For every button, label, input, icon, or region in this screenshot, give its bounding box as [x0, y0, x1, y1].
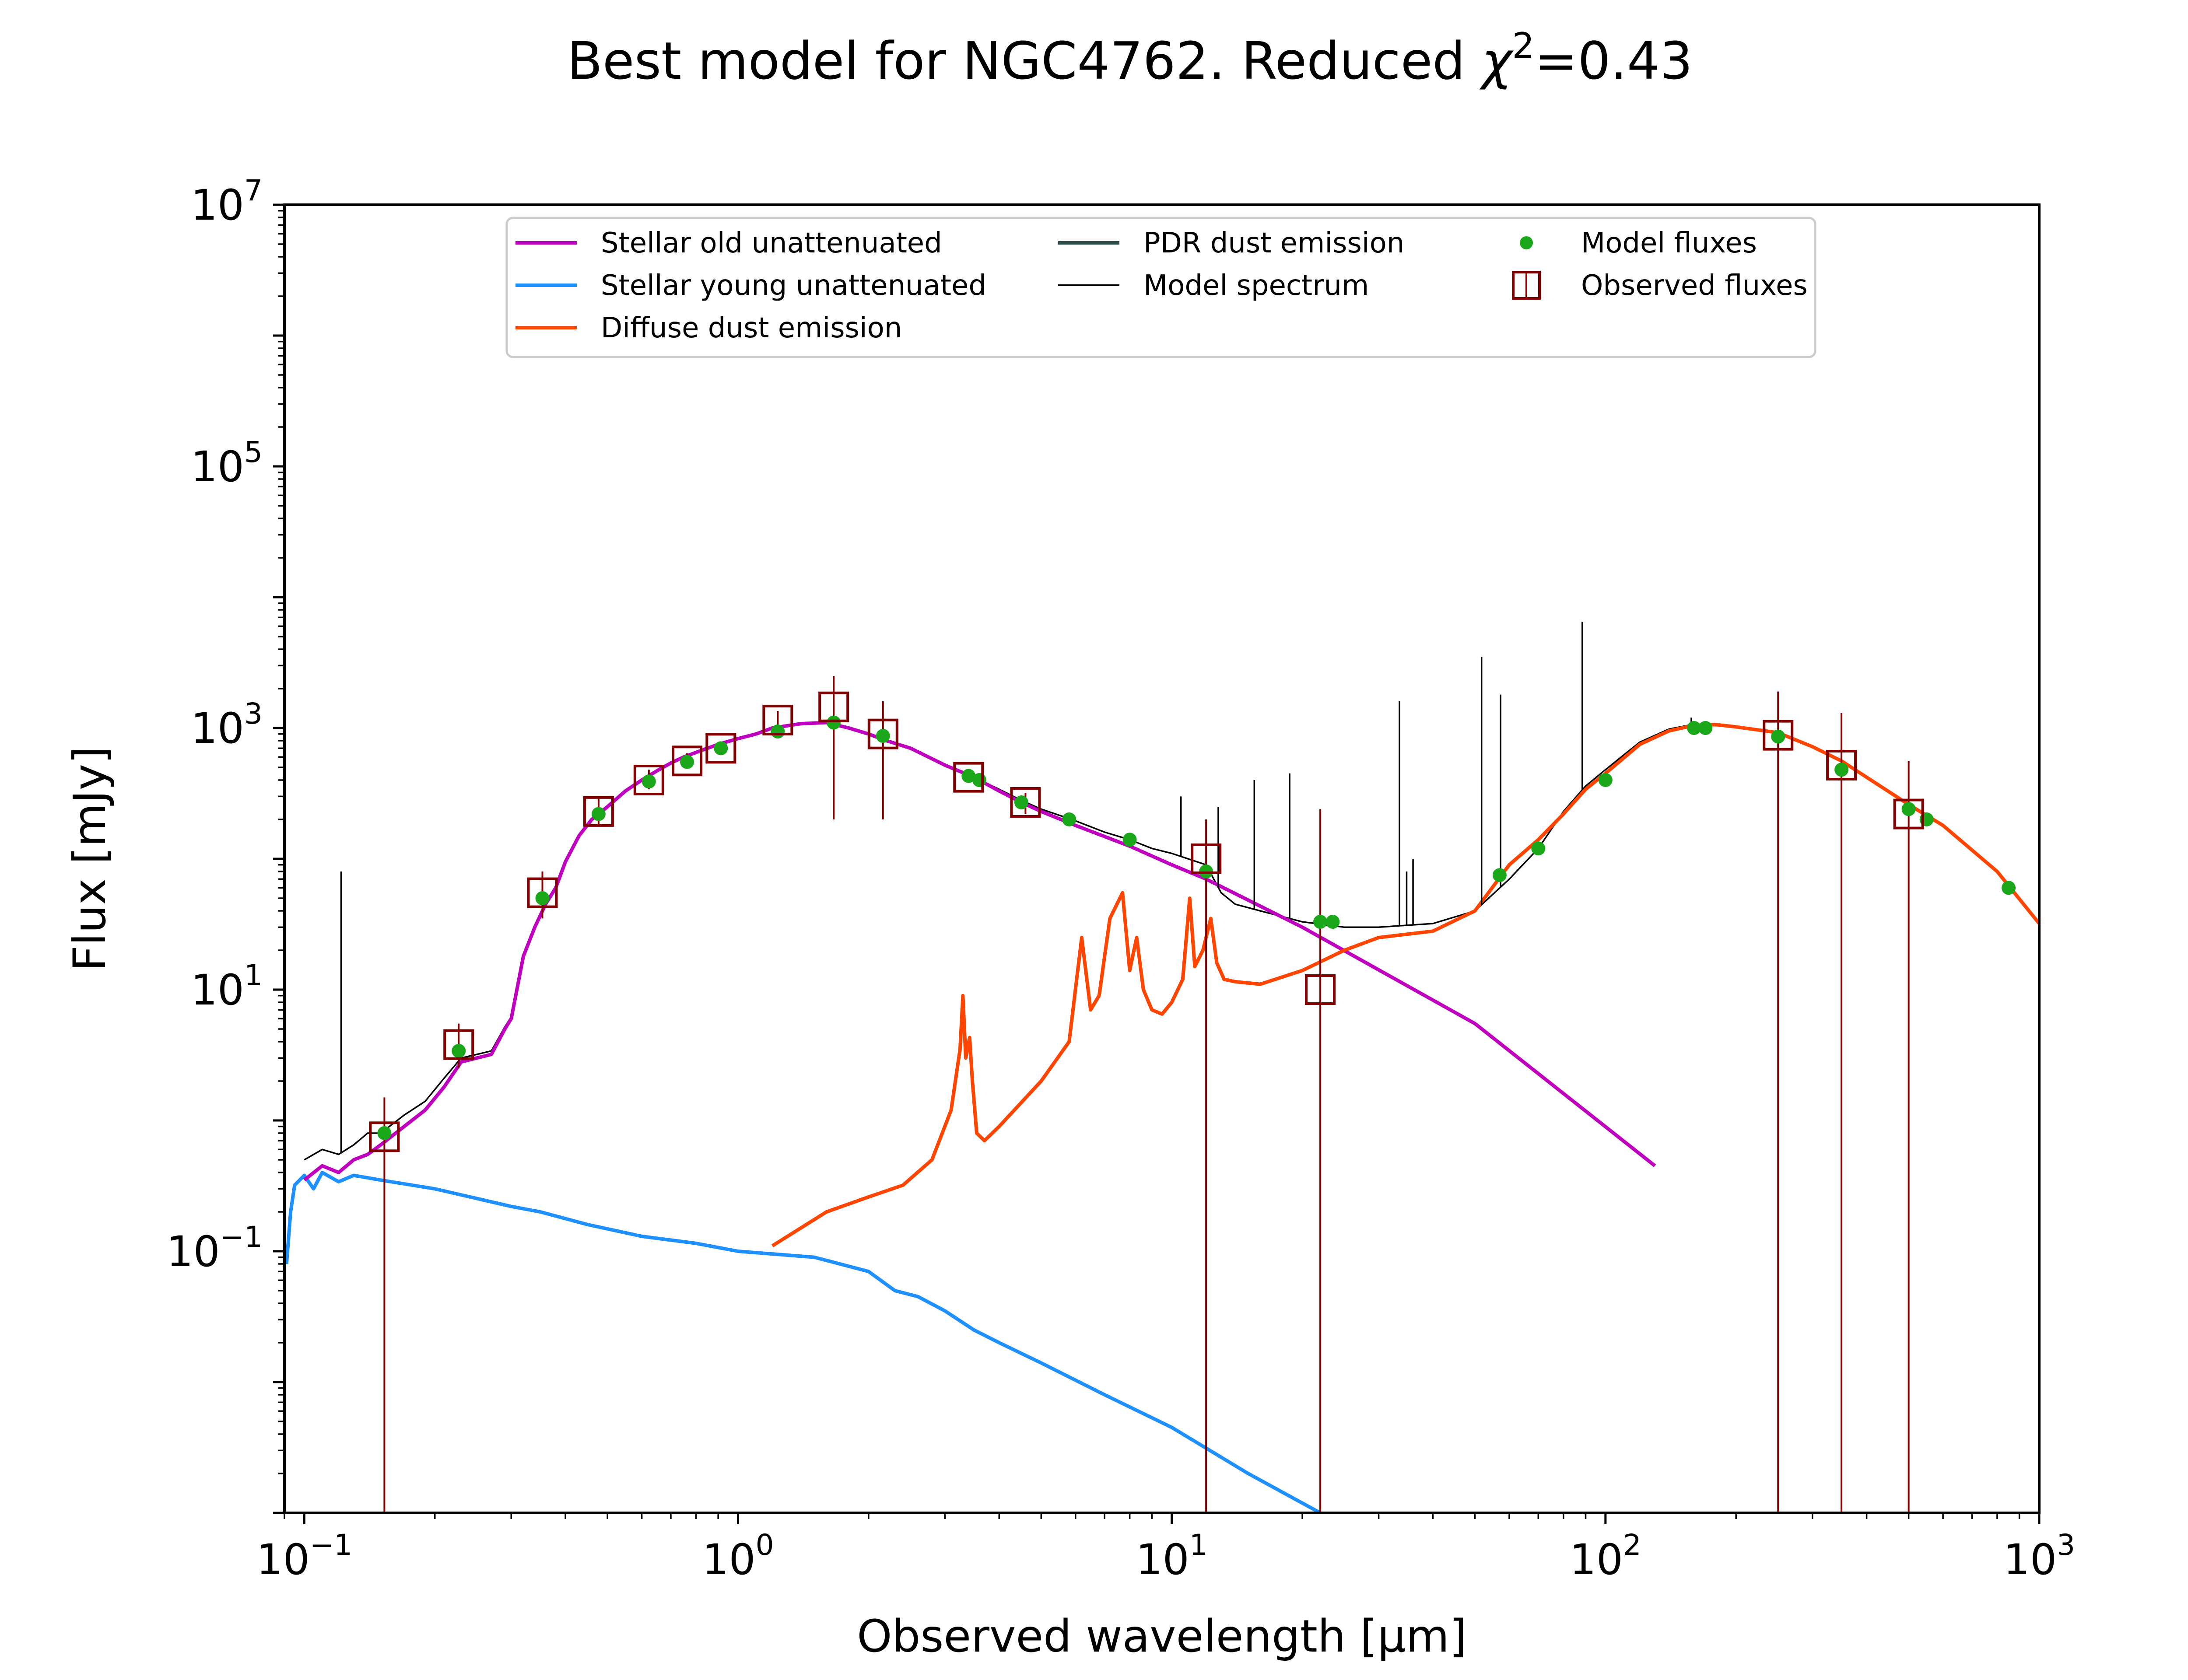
model-flux-point [2002, 881, 2016, 895]
y-tick-base: 10 [191, 442, 244, 491]
observed-flux-point [953, 762, 984, 793]
legend: Stellar old unattenuated Stellar young un… [505, 217, 1816, 358]
x-axis-label: Observed wavelength [μm] [857, 1610, 1467, 1662]
plot-area [284, 621, 2039, 1513]
observed-flux-point [1826, 749, 1857, 780]
y-tick-base: 10 [191, 966, 244, 1015]
legend-label-pdr-dust-emission: PDR dust emission [1143, 227, 1404, 259]
y-tick-exp: 1 [244, 959, 263, 992]
observed-flux-point [369, 1121, 400, 1152]
model-flux-point [1771, 729, 1785, 744]
x-tick-base: 10 [256, 1535, 310, 1584]
observed-fluxes [369, 691, 1924, 1152]
y-tick-exp: −1 [220, 1220, 263, 1254]
legend-label-observed-fluxes: Observed fluxes [1581, 270, 1808, 302]
observed-flux-point [1893, 798, 1924, 830]
x-tick-base: 10 [2003, 1535, 2057, 1584]
y-tick-label: 103 [191, 697, 263, 753]
model-fluxes [377, 715, 2016, 1140]
x-tick-label: 102 [1570, 1528, 1641, 1584]
observed-flux-point [705, 733, 736, 764]
model-flux-point [1325, 914, 1340, 929]
model-flux-point [961, 769, 976, 783]
x-tick-base: 10 [1570, 1535, 1623, 1584]
observed-flux-point [1763, 720, 1794, 751]
y-tick-base: 10 [191, 181, 244, 230]
legend-swatch-model-fluxes [1520, 236, 1533, 249]
x-tick-base: 10 [1136, 1535, 1189, 1584]
x-tick-exp: −1 [310, 1528, 352, 1562]
y-tick-base: 10 [191, 704, 244, 753]
observed-flux-point [867, 718, 898, 749]
observed-flux-point [1305, 974, 1336, 1005]
legend-box [505, 217, 1816, 358]
chart-title-chi: χ [1479, 31, 1514, 91]
x-tick-exp: 0 [756, 1528, 774, 1562]
model-flux-point [1698, 721, 1713, 735]
y-tick-label: 107 [191, 174, 263, 230]
observed-flux-point [672, 746, 703, 777]
observed-flux-point [583, 796, 614, 827]
observed-flux-point [633, 764, 664, 795]
x-tick-exp: 3 [2057, 1528, 2075, 1562]
model-flux-point [680, 755, 694, 769]
x-axis-ticks: 10−1 100 101 102 103 [256, 1513, 2075, 1584]
chart-title: Best model for NGC4762. Reduced χ2=0.43 [567, 25, 1693, 91]
legend-label-stellar-old-unattenuated: Stellar old unattenuated [601, 227, 942, 259]
model-flux-point [452, 1044, 466, 1058]
x-tick-label: 103 [2003, 1528, 2075, 1584]
x-tick-label: 10−1 [256, 1528, 352, 1584]
legend-label-model-fluxes: Model fluxes [1581, 227, 1757, 259]
legend-items: Stellar old unattenuated Stellar young un… [515, 227, 1808, 344]
legend-label-model-spectrum: Model spectrum [1143, 270, 1369, 302]
x-tick-label: 101 [1136, 1528, 1208, 1584]
model-flux-point [1313, 914, 1328, 929]
chart-title-rest: =0.43 [1534, 31, 1693, 91]
model-flux-point [1687, 721, 1701, 735]
model-flux-point [1122, 833, 1137, 847]
model-flux-point [377, 1126, 392, 1140]
series-line-stellar-young-unattenuated [284, 1171, 1322, 1513]
legend-label-stellar-young-unattenuated: Stellar young unattenuated [601, 270, 986, 302]
observed-flux-point [762, 704, 793, 735]
model-flux-point [642, 774, 656, 789]
model-flux-point [591, 807, 606, 821]
model-flux-point [1062, 812, 1076, 826]
y-axis-label: Flux [mJy] [64, 746, 116, 971]
chart-title-main: Best model for NGC4762. Reduced [567, 31, 1482, 91]
x-tick-exp: 1 [1189, 1528, 1208, 1562]
model-flux-point [1531, 841, 1546, 856]
observed-flux-point [1191, 844, 1222, 874]
model-flux-point [1492, 868, 1507, 882]
observed-flux-point [1010, 787, 1041, 818]
x-tick-base: 10 [702, 1535, 755, 1584]
model-flux-point [1199, 864, 1213, 878]
model-flux-point [876, 729, 890, 743]
model-flux-point [1014, 795, 1028, 810]
model-flux-point [1598, 773, 1613, 787]
observed-flux-point [443, 1029, 474, 1060]
model-flux-point [535, 891, 550, 906]
y-tick-base: 10 [167, 1227, 220, 1276]
model-flux-point [827, 715, 841, 730]
legend-label-diffuse-dust-emission: Diffuse dust emission [601, 312, 902, 344]
x-tick-exp: 2 [1623, 1528, 1641, 1562]
y-tick-label: 105 [191, 435, 263, 491]
x-tick-label: 100 [702, 1528, 774, 1584]
y-tick-exp: 5 [244, 435, 263, 469]
model-flux-point [714, 741, 728, 756]
y-tick-label: 101 [191, 959, 263, 1015]
y-tick-exp: 3 [244, 697, 263, 731]
chart-title-sup: 2 [1512, 25, 1535, 66]
model-flux-point [1901, 802, 1916, 816]
model-flux-point [1834, 763, 1849, 777]
observed-flux-point [527, 877, 558, 908]
model-flux-point [972, 773, 986, 787]
model-flux-point [771, 724, 785, 739]
y-tick-exp: 7 [244, 174, 263, 207]
observed-flux-point [818, 691, 849, 722]
y-tick-label: 10−1 [167, 1220, 263, 1276]
